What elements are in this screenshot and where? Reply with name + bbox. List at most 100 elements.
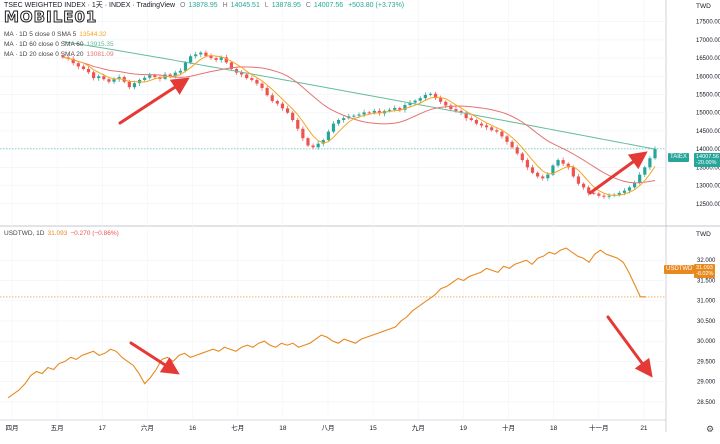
time-tick-label: 五月	[51, 424, 64, 432]
candle-body	[505, 136, 508, 141]
candle-body	[602, 196, 605, 197]
candle-body	[526, 160, 529, 167]
open-label: O	[180, 2, 185, 9]
time-tick-label: 18	[279, 425, 287, 432]
usdtwd-tick-label: 29.500	[697, 359, 716, 365]
candle-body	[643, 167, 646, 174]
candle-body	[424, 95, 427, 98]
settings-gear-icon[interactable]: ⚙	[706, 424, 714, 435]
time-tick-label: 15	[369, 425, 377, 432]
upper-currency-label[interactable]: TWD	[696, 3, 711, 10]
usdtwd-tick-label: 31.000	[697, 299, 716, 305]
candle-body	[311, 146, 314, 148]
price-tick-label: 12500.00	[696, 202, 720, 208]
legend-ma60-label: MA · 1D 60 close 0 SMA 60	[4, 41, 83, 48]
legend-usdtwd-change: −0.270 (−0.86%)	[70, 230, 118, 237]
price-pane	[0, 42, 666, 200]
price-tick-label: 15000.00	[696, 111, 720, 117]
candle-body	[260, 84, 263, 88]
low-label: L	[265, 2, 269, 9]
legend-ma20-value: 13081.09	[86, 51, 113, 58]
candle-body	[102, 76, 105, 79]
price-tick-label: 15500.00	[696, 93, 720, 99]
candle-body	[653, 149, 656, 158]
candle-body	[648, 158, 651, 167]
candle-body	[368, 112, 371, 113]
usdtwd-pane	[0, 248, 666, 398]
usdtwd-tick-label: 31.500	[697, 278, 716, 284]
candle-body	[531, 167, 534, 172]
low-value: 13878.95	[272, 2, 301, 9]
price-tick-label: 16000.00	[696, 74, 720, 80]
candle-body	[77, 63, 80, 66]
usdtwd-tick-label: 30.000	[697, 339, 716, 345]
candle-body	[363, 112, 366, 114]
time-tick-label: 四月	[6, 424, 19, 432]
candle-body	[301, 129, 304, 138]
candle-body	[179, 71, 182, 73]
candle-body	[419, 98, 422, 101]
candle-body	[414, 101, 417, 103]
candle-body	[199, 53, 202, 55]
candle-body	[373, 111, 376, 113]
candle-body	[215, 58, 218, 60]
candle-body	[112, 79, 115, 82]
candle-body	[317, 144, 320, 148]
candle-body	[281, 104, 284, 109]
legend-usdtwd-value: 31.093	[47, 230, 67, 237]
time-tick-label: 七月	[231, 423, 244, 432]
mobile01-watermark: MOBILE01	[4, 10, 97, 25]
usdtwd-line	[8, 248, 646, 398]
candle-body	[357, 115, 360, 116]
usdtwd-tick-label: 28.500	[697, 400, 716, 406]
candle-body	[255, 80, 258, 84]
candle-body	[500, 132, 503, 137]
price-tick-label: 13000.00	[696, 184, 720, 190]
legend-ma60-value: 13915.35	[86, 41, 113, 48]
candle-body	[495, 130, 498, 131]
candle-body	[194, 54, 197, 56]
candle-body	[556, 160, 559, 165]
legend-ma5-label: MA · 1D 5 close 0 SMA 5	[4, 31, 76, 38]
candle-body	[276, 101, 279, 104]
candle-body	[352, 116, 355, 117]
price-tick-label: 16500.00	[696, 56, 720, 62]
taiex-price-tag: 14007.56 -20.00%	[694, 153, 720, 167]
candle-body	[470, 118, 473, 120]
candle-body	[143, 78, 146, 80]
candle-body	[133, 83, 136, 87]
candle-body	[572, 167, 575, 176]
candle-body	[490, 127, 493, 130]
candle-body	[577, 176, 580, 183]
candle-body	[266, 88, 269, 95]
usdtwd-price-tag: 31.093 -8.02%	[694, 264, 715, 278]
candle-body	[582, 184, 585, 188]
candle-body	[184, 62, 187, 70]
candle-body	[592, 193, 595, 194]
candle-body	[332, 124, 335, 132]
candle-body	[546, 175, 549, 179]
candle-body	[633, 183, 636, 188]
candle-body	[429, 94, 432, 95]
candle-body	[82, 66, 85, 69]
usdtwd-symbol-tag: USDTWD	[664, 265, 694, 274]
candle-body	[516, 147, 519, 153]
candle-body	[209, 56, 212, 58]
grid	[0, 0, 720, 432]
time-tick-label: 21	[640, 425, 648, 432]
time-tick-label: 十一月	[589, 423, 609, 432]
candle-body	[597, 194, 600, 196]
close-value: 14007.56	[314, 2, 343, 9]
time-tick-label: 十月	[502, 423, 515, 432]
usdtwd-pct-value: -8.02%	[696, 271, 713, 277]
candle-body	[204, 53, 207, 56]
lower-currency-label[interactable]: TWD	[696, 231, 711, 238]
candle-body	[388, 110, 391, 111]
arrow-lower-left	[131, 343, 176, 372]
